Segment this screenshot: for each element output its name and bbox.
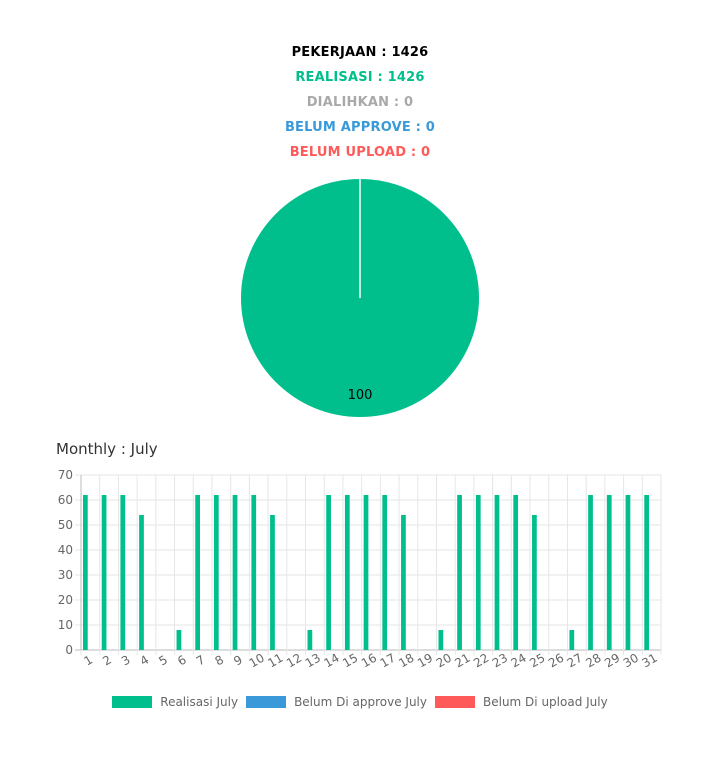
x-tick-label: 10 (247, 651, 267, 671)
y-tick-label: 20 (58, 593, 73, 607)
bar[interactable] (326, 495, 331, 650)
bar[interactable] (644, 495, 650, 650)
legend-label-belum-approve: Belum Di approve July (294, 695, 427, 709)
bar[interactable] (401, 515, 406, 650)
x-tick-label: 29 (602, 651, 622, 671)
x-tick-label: 4 (138, 653, 152, 669)
legend-swatch-belum-upload (435, 696, 475, 708)
bar[interactable] (344, 495, 350, 650)
y-tick-label: 0 (65, 643, 73, 657)
y-tick-label: 40 (58, 543, 73, 557)
x-tick-label: 3 (119, 653, 133, 669)
x-tick-label: 21 (452, 651, 472, 671)
legend-item-belum-upload[interactable]: Belum Di upload July (435, 695, 608, 709)
x-tick-label: 19 (415, 651, 435, 671)
x-tick-label: 22 (471, 651, 491, 671)
bar[interactable] (588, 495, 593, 650)
legend-label-belum-upload: Belum Di upload July (483, 695, 608, 709)
x-tick-label: 17 (378, 651, 398, 671)
legend-item-belum-approve[interactable]: Belum Di approve July (246, 695, 427, 709)
bar[interactable] (494, 495, 500, 650)
bar[interactable] (176, 630, 182, 650)
pie-chart: 100 (241, 179, 479, 417)
legend-swatch-belum-approve (246, 696, 287, 708)
x-tick-label: 14 (321, 651, 341, 671)
bar[interactable] (213, 495, 219, 650)
y-tick-label: 70 (58, 468, 73, 482)
x-tick-label: 15 (340, 651, 360, 671)
bar[interactable] (232, 495, 238, 650)
x-tick-label: 12 (284, 651, 304, 671)
bar[interactable] (475, 495, 481, 650)
bar[interactable] (270, 515, 275, 650)
belum-upload-total: BELUM UPLOAD : 0 (289, 145, 431, 160)
y-tick-label: 50 (58, 518, 73, 532)
bar[interactable] (513, 495, 519, 650)
bar[interactable] (363, 495, 369, 650)
bar[interactable] (139, 515, 144, 650)
bar[interactable] (532, 515, 537, 650)
bar-chart-legend: Realisasi July Belum Di approve July Bel… (0, 695, 720, 709)
legend-swatch-realisasi (112, 696, 153, 708)
x-tick-label: 13 (303, 651, 323, 671)
summary-stats: PEKERJAAN : 1426 REALISASI : 1426 DIALIH… (0, 40, 720, 165)
bar[interactable] (625, 495, 631, 650)
bar[interactable] (101, 495, 107, 650)
bar[interactable] (569, 630, 575, 650)
x-tick-label: 11 (265, 651, 285, 671)
realisasi-total: REALISASI : 1426 (295, 70, 425, 85)
bar[interactable] (438, 630, 444, 650)
belum-approve-total: BELUM APPROVE : 0 (284, 120, 436, 135)
x-tick-label: 30 (621, 651, 641, 671)
bar[interactable] (251, 495, 257, 650)
x-tick-label: 23 (490, 651, 510, 671)
bar[interactable] (457, 495, 462, 650)
x-tick-label: 18 (396, 651, 416, 671)
x-tick-label: 27 (565, 651, 585, 671)
bar[interactable] (195, 495, 200, 650)
y-tick-label: 10 (58, 618, 73, 632)
pie-data-label: 100 (348, 388, 373, 403)
bar[interactable] (307, 630, 313, 650)
dialihkan-total: DIALIHKAN : 0 (306, 95, 414, 110)
x-tick-label: 1 (82, 653, 96, 669)
legend-item-realisasi[interactable]: Realisasi July (112, 695, 238, 709)
x-tick-label: 16 (359, 651, 379, 671)
pekerjaan-total: PEKERJAAN : 1426 (291, 45, 429, 60)
monthly-chart-title: Monthly : July (56, 440, 158, 458)
x-tick-label: 8 (213, 653, 227, 669)
x-tick-label: 31 (640, 651, 660, 671)
bar[interactable] (120, 495, 126, 650)
x-tick-label: 25 (527, 651, 547, 671)
x-tick-label: 20 (434, 651, 454, 671)
bar[interactable] (82, 495, 88, 650)
x-tick-label: 7 (194, 653, 208, 669)
x-tick-label: 2 (100, 653, 114, 669)
x-tick-label: 5 (156, 653, 170, 669)
x-tick-label: 28 (583, 651, 603, 671)
bar[interactable] (382, 495, 388, 650)
x-tick-label: 26 (546, 651, 566, 671)
x-tick-label: 24 (509, 651, 529, 671)
legend-label-realisasi: Realisasi July (160, 695, 239, 709)
x-tick-label: 6 (175, 653, 189, 669)
bar[interactable] (606, 495, 612, 650)
y-tick-label: 60 (58, 493, 73, 507)
y-tick-label: 30 (58, 568, 73, 582)
x-tick-label: 9 (231, 653, 245, 669)
